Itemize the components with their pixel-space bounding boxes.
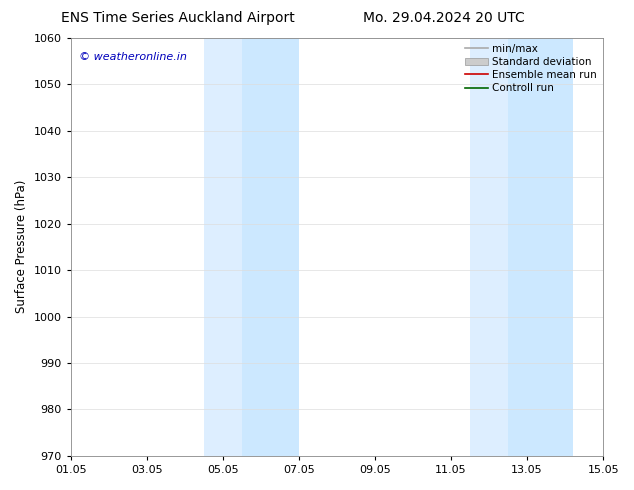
Bar — [204, 38, 242, 456]
Bar — [508, 38, 573, 456]
Text: ENS Time Series Auckland Airport: ENS Time Series Auckland Airport — [61, 11, 294, 25]
Y-axis label: Surface Pressure (hPa): Surface Pressure (hPa) — [15, 180, 28, 314]
Legend: min/max, Standard deviation, Ensemble mean run, Controll run: min/max, Standard deviation, Ensemble me… — [461, 40, 601, 98]
Bar — [242, 38, 299, 456]
Bar — [470, 38, 508, 456]
Text: © weatheronline.in: © weatheronline.in — [79, 52, 186, 62]
Text: Mo. 29.04.2024 20 UTC: Mo. 29.04.2024 20 UTC — [363, 11, 525, 25]
